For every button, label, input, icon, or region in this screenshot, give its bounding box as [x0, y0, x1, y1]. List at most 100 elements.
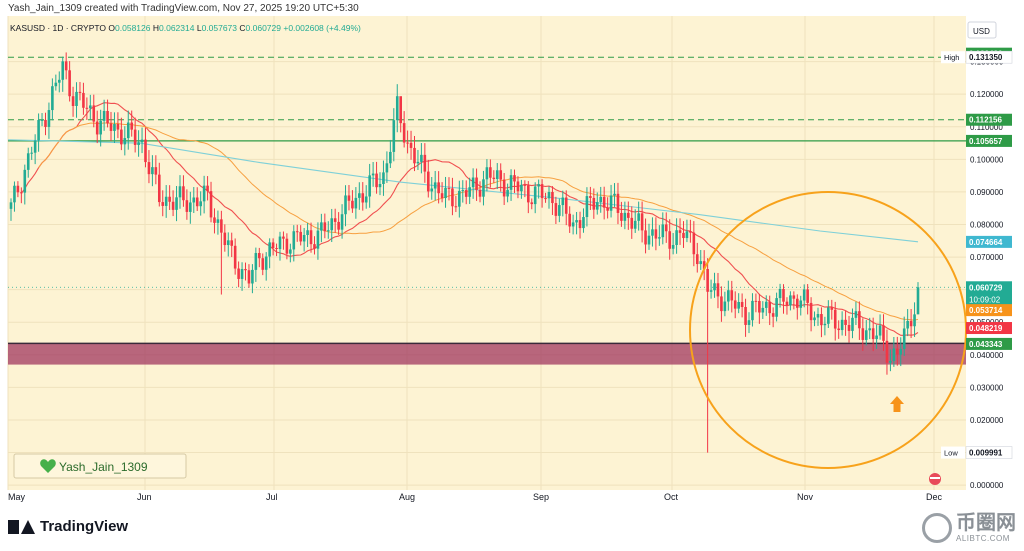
ohlc-part: 0.058126: [115, 23, 153, 33]
watermark-cn: 币圈网: [956, 512, 1016, 534]
tradingview-logo-icon: [8, 519, 35, 534]
price-tag-bg: [941, 51, 965, 64]
candle-body: [485, 167, 489, 180]
candle-body: [75, 91, 78, 106]
candle-body: [26, 153, 30, 170]
candle-body: [723, 301, 727, 312]
candle-body: [426, 171, 430, 192]
candle-body: [182, 186, 185, 201]
price-label-box: [965, 446, 1013, 459]
candle-body: [89, 105, 92, 109]
candle-body: [589, 196, 592, 198]
candle-body: [858, 311, 861, 329]
candle-body: [295, 231, 299, 233]
candle-body: [16, 185, 20, 193]
candle-body: [168, 196, 171, 202]
candle-body: [209, 191, 213, 218]
caption-text: Yash_Jain_1309 created with TradingView.…: [8, 3, 359, 14]
candle-body: [313, 244, 316, 249]
candle-body: [447, 187, 451, 189]
candle-body: [37, 120, 40, 141]
candle-body: [844, 319, 847, 325]
candle-body: [347, 195, 351, 201]
candle-body: [816, 314, 820, 318]
candle-body: [851, 317, 854, 331]
candle-body: [275, 248, 278, 250]
candle-body: [144, 139, 147, 163]
candle-body: [461, 190, 465, 192]
candle-body: [530, 202, 534, 205]
watermark-logo-icon: [922, 512, 952, 543]
candle-body: [399, 96, 402, 124]
candle-body: [513, 175, 516, 182]
ohlc-part: 0.060729: [246, 23, 284, 33]
price-label-text: 0.105657: [969, 137, 1003, 146]
candle-body: [727, 290, 730, 302]
candle-body: [251, 269, 254, 284]
candle-body: [299, 231, 302, 242]
tradingview-logo[interactable]: TradingView: [8, 518, 128, 535]
candle-body: [216, 219, 220, 223]
candle-body: [361, 193, 365, 203]
candle-body: [102, 110, 106, 121]
candle-body: [913, 314, 916, 327]
candle-body: [778, 288, 782, 299]
candle-body: [699, 261, 703, 265]
candle-body: [189, 202, 192, 212]
candle-body: [709, 290, 713, 292]
candle-body: [740, 301, 744, 308]
y-tick-label: 0.110000: [970, 123, 1003, 132]
candle-body: [185, 200, 189, 212]
candle-body: [364, 196, 368, 203]
candle-body: [682, 232, 685, 239]
candle-body: [592, 197, 596, 210]
candle-body: [695, 254, 699, 265]
candle-body: [130, 122, 134, 130]
candle-body: [854, 311, 858, 318]
candle-body: [109, 123, 113, 131]
price-chart[interactable]: MayJunJulAugSepOctNovDec0.0000000.010000…: [0, 16, 1024, 510]
candle-body: [492, 177, 496, 179]
ma-mid-line: [38, 122, 919, 321]
candle-body: [620, 212, 623, 221]
candle-body: [761, 307, 765, 313]
candle-body: [678, 230, 682, 233]
x-tick-label: Nov: [797, 492, 814, 502]
candle-body: [344, 195, 347, 215]
candle-body: [744, 307, 747, 325]
y-tick-label: 0.100000: [970, 155, 1004, 164]
candle-body: [702, 261, 706, 270]
y-tick-label: 0.000000: [970, 481, 1004, 490]
candle-body: [568, 213, 571, 227]
candle-body: [502, 179, 506, 197]
candle-body: [847, 324, 851, 331]
x-tick-label: Aug: [399, 492, 415, 502]
up-arrow-icon: [890, 396, 904, 412]
candle-body: [389, 151, 392, 164]
candle-body: [558, 205, 561, 216]
candle-body: [171, 201, 175, 210]
candle-body: [802, 289, 806, 301]
candle-body: [547, 192, 551, 199]
candle-body: [540, 184, 544, 199]
candle-body: [202, 185, 206, 202]
candle-body: [358, 193, 361, 198]
candle-body: [406, 142, 409, 144]
price-label-text: 0.074664: [969, 238, 1003, 247]
candle-body: [423, 154, 427, 172]
currency-button[interactable]: [967, 21, 997, 39]
candle-body: [68, 70, 71, 97]
candle-body: [554, 203, 558, 216]
candle-body: [199, 201, 202, 207]
currency-label: USD: [973, 27, 990, 36]
candle-body: [113, 123, 116, 131]
candle-body: [637, 213, 640, 221]
candle-body: [902, 328, 906, 350]
candle-body: [416, 161, 420, 164]
candle-body: [178, 186, 182, 198]
candle-body: [44, 119, 47, 127]
candle-body: [409, 142, 413, 148]
candle-body: [623, 212, 627, 221]
candle-body: [689, 231, 692, 233]
candle-body: [195, 197, 199, 207]
